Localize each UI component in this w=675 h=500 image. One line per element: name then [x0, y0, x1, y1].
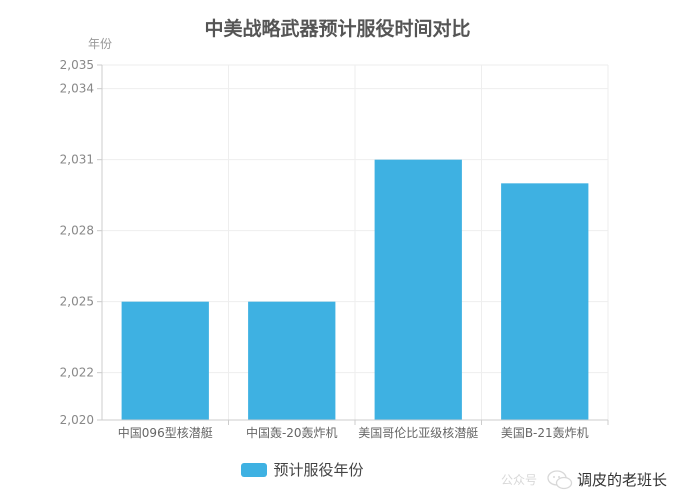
bar[interactable]	[121, 301, 209, 420]
bar[interactable]	[248, 301, 336, 420]
legend-swatch	[241, 462, 268, 477]
y-tick-label: 2,028	[60, 224, 94, 238]
wechat-icon	[547, 469, 573, 489]
y-tick-label: 2,031	[60, 153, 94, 167]
legend-label: 预计服役年份	[273, 461, 364, 479]
legend-item[interactable]: 预计服役年份	[241, 459, 364, 480]
legend: 预计服役年份	[0, 459, 675, 480]
watermark-faint-text: 公众号	[500, 473, 537, 487]
bar[interactable]	[374, 159, 462, 420]
x-tick-label: 中国轰-20轰炸机	[246, 425, 338, 440]
axes	[97, 64, 609, 425]
bar[interactable]	[501, 183, 589, 420]
chart-title: 中美战略武器预计服役时间对比	[204, 18, 471, 40]
y-tick-label: 2,022	[60, 366, 94, 380]
x-tick-label: 美国B-21轰炸机	[501, 425, 589, 440]
y-tick-label: 2,034	[60, 82, 94, 96]
y-tick-label: 2,020	[60, 413, 94, 427]
bars	[121, 159, 589, 420]
y-tick-label: 2,025	[60, 295, 94, 309]
x-tick-label: 中国096型核潜艇	[118, 425, 213, 440]
tick-labels: 2,020 2,022 2,025 2,028 2,031 2,034 2,035 中国096…	[60, 58, 589, 440]
y-axis-unit-label: 年份	[88, 37, 113, 51]
x-tick-label: 美国哥伦比亚级核潜艇	[358, 425, 478, 440]
watermark-text: 调皮的老班长	[576, 471, 667, 489]
watermark: 公众号 调皮的老班长	[501, 469, 667, 490]
y-tick-label: 2,035	[60, 58, 94, 72]
